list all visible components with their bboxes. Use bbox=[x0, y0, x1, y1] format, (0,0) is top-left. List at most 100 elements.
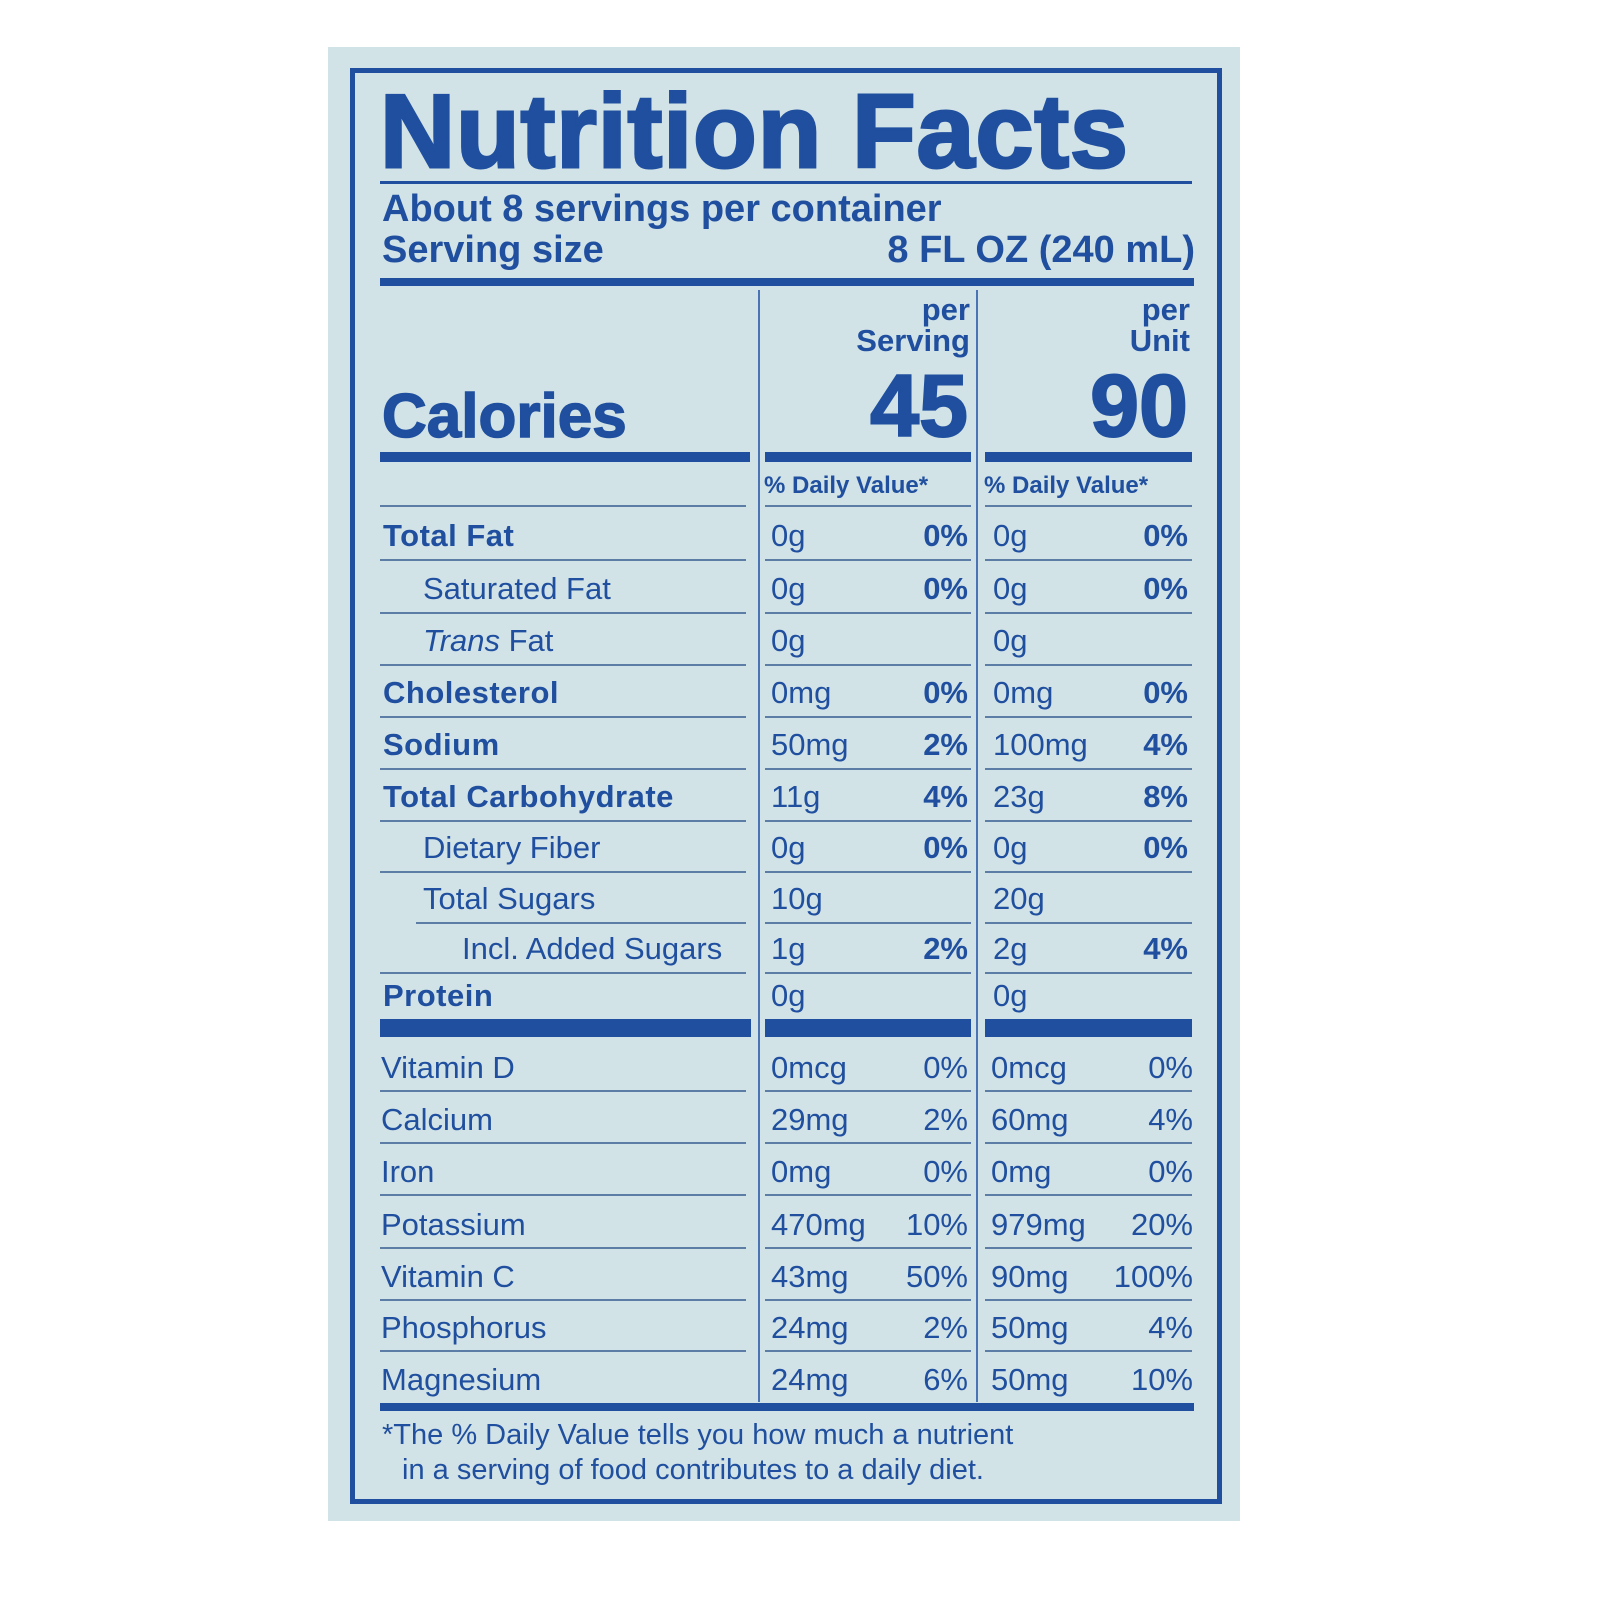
footnote: *The % Daily Value tells you how much a … bbox=[382, 1418, 1013, 1488]
unit-daily-value: 100% bbox=[1113, 1259, 1193, 1294]
nutrient-row: Incl. Added Sugars 1g 2% 2g 4% bbox=[0, 921, 1600, 973]
unit-daily-value: 0% bbox=[1143, 518, 1188, 553]
serving-size-label: Serving size bbox=[382, 229, 604, 271]
rule bbox=[380, 505, 746, 507]
rule bbox=[380, 664, 746, 666]
nutrient-row: Protein 0g 0g bbox=[0, 968, 1600, 1020]
serving-daily-value: 0% bbox=[923, 518, 968, 553]
micronutrient-name: Iron bbox=[381, 1154, 435, 1189]
rule bbox=[765, 922, 971, 924]
rule bbox=[765, 559, 971, 561]
daily-value-header-unit: % Daily Value* bbox=[984, 472, 1149, 499]
unit-daily-value: 4% bbox=[1143, 931, 1188, 966]
unit-daily-value: 4% bbox=[1148, 1310, 1193, 1345]
nutrient-row: Total Carbohydrate 11g 4% 23g 8% bbox=[0, 769, 1600, 821]
unit-amount: 0g bbox=[993, 571, 1028, 606]
serving-daily-value: 2% bbox=[923, 1310, 968, 1345]
column-divider-2 bbox=[976, 290, 978, 1402]
rule bbox=[765, 1194, 971, 1196]
nutrient-row: Total Sugars 10g 20g bbox=[0, 871, 1600, 923]
rule bbox=[985, 716, 1192, 718]
rule bbox=[380, 1194, 746, 1196]
micronutrient-name: Phosphorus bbox=[381, 1310, 547, 1345]
rule bbox=[765, 612, 971, 614]
micronutrient-name: Magnesium bbox=[381, 1362, 542, 1397]
per-unit-line1: per bbox=[1141, 292, 1190, 327]
serving-amount: 24mg bbox=[771, 1362, 849, 1397]
rule bbox=[985, 820, 1192, 822]
serving-amount: 0g bbox=[771, 830, 806, 865]
calories-label: Calories bbox=[381, 382, 627, 451]
divider-protein-col2 bbox=[765, 1019, 971, 1037]
per-serving-line1: per bbox=[921, 292, 970, 327]
serving-amount: 50mg bbox=[771, 727, 849, 762]
rule bbox=[985, 1090, 1192, 1092]
unit-amount: 20g bbox=[993, 881, 1045, 916]
rule bbox=[380, 1350, 746, 1352]
micronutrient-row: Magnesium 24mg 6% 50mg 10% bbox=[0, 1352, 1600, 1404]
divider-footnote bbox=[380, 1403, 1194, 1411]
serving-amount: 24mg bbox=[771, 1310, 849, 1345]
rule bbox=[380, 1090, 746, 1092]
unit-amount: 50mg bbox=[991, 1362, 1069, 1397]
divider-calories-col1 bbox=[380, 452, 750, 462]
rule bbox=[380, 871, 746, 873]
footnote-line-1: *The % Daily Value tells you how much a … bbox=[382, 1419, 1014, 1451]
rule bbox=[985, 505, 1192, 507]
serving-size-value: 8 FL OZ (240 mL) bbox=[887, 229, 1195, 271]
rule bbox=[985, 1350, 1192, 1352]
rule bbox=[380, 820, 746, 822]
serving-amount: 470mg bbox=[771, 1207, 866, 1242]
micronutrient-row: Vitamin C 43mg 50% 90mg 100% bbox=[0, 1249, 1600, 1301]
rule bbox=[380, 1247, 746, 1249]
serving-daily-value: 0% bbox=[923, 571, 968, 606]
unit-daily-value: 8% bbox=[1143, 779, 1188, 814]
nutrient-name: Sodium bbox=[383, 727, 500, 762]
divider-protein-col1 bbox=[380, 1019, 751, 1037]
rule bbox=[765, 1142, 971, 1144]
rule bbox=[985, 972, 1192, 974]
divider-protein-col3 bbox=[985, 1019, 1192, 1037]
calories-per-serving: 45 bbox=[869, 356, 969, 455]
nutrient-row: Trans Fat 0g 0g bbox=[0, 613, 1600, 665]
daily-value-header-serving: % Daily Value* bbox=[764, 472, 929, 499]
unit-amount: 0mg bbox=[993, 675, 1054, 710]
micronutrient-name: Calcium bbox=[381, 1102, 493, 1137]
unit-daily-value: 0% bbox=[1143, 675, 1188, 710]
micronutrient-row: Vitamin D 0mcg 0% 0mcg 0% bbox=[0, 1040, 1600, 1092]
rule bbox=[380, 716, 746, 718]
rule bbox=[380, 1299, 746, 1301]
rule bbox=[765, 664, 971, 666]
per-serving-line2: Serving bbox=[856, 323, 970, 358]
serving-amount: 0g bbox=[771, 518, 806, 553]
unit-amount: 100mg bbox=[993, 727, 1088, 762]
micronutrient-row: Iron 0mg 0% 0mg 0% bbox=[0, 1144, 1600, 1196]
unit-daily-value: 0% bbox=[1148, 1050, 1193, 1085]
serving-daily-value: 0% bbox=[923, 1050, 968, 1085]
rule bbox=[765, 1247, 971, 1249]
unit-daily-value: 0% bbox=[1148, 1154, 1193, 1189]
serving-daily-value: 0% bbox=[923, 830, 968, 865]
serving-amount: 0g bbox=[771, 978, 806, 1013]
micronutrient-name: Vitamin D bbox=[381, 1050, 515, 1085]
serving-amount: 0mg bbox=[771, 1154, 832, 1189]
serving-daily-value: 2% bbox=[923, 727, 968, 762]
rule bbox=[380, 612, 746, 614]
rule bbox=[765, 1090, 971, 1092]
rule bbox=[985, 922, 1192, 924]
nutrient-name: Total Sugars bbox=[423, 881, 596, 916]
serving-daily-value: 4% bbox=[923, 779, 968, 814]
unit-daily-value: 4% bbox=[1148, 1102, 1193, 1137]
unit-amount: 0g bbox=[993, 623, 1028, 658]
serving-amount: 11g bbox=[771, 779, 821, 814]
rule bbox=[985, 1299, 1192, 1301]
rule bbox=[380, 972, 746, 974]
rule bbox=[765, 1350, 971, 1352]
calories-per-unit: 90 bbox=[1089, 356, 1189, 455]
unit-amount: 0mcg bbox=[991, 1050, 1067, 1085]
nutrient-row: Saturated Fat 0g 0% 0g 0% bbox=[0, 561, 1600, 613]
serving-daily-value: 2% bbox=[923, 1102, 968, 1137]
micronutrient-row: Calcium 29mg 2% 60mg 4% bbox=[0, 1092, 1600, 1144]
rule bbox=[416, 922, 746, 924]
rule bbox=[985, 1194, 1192, 1196]
